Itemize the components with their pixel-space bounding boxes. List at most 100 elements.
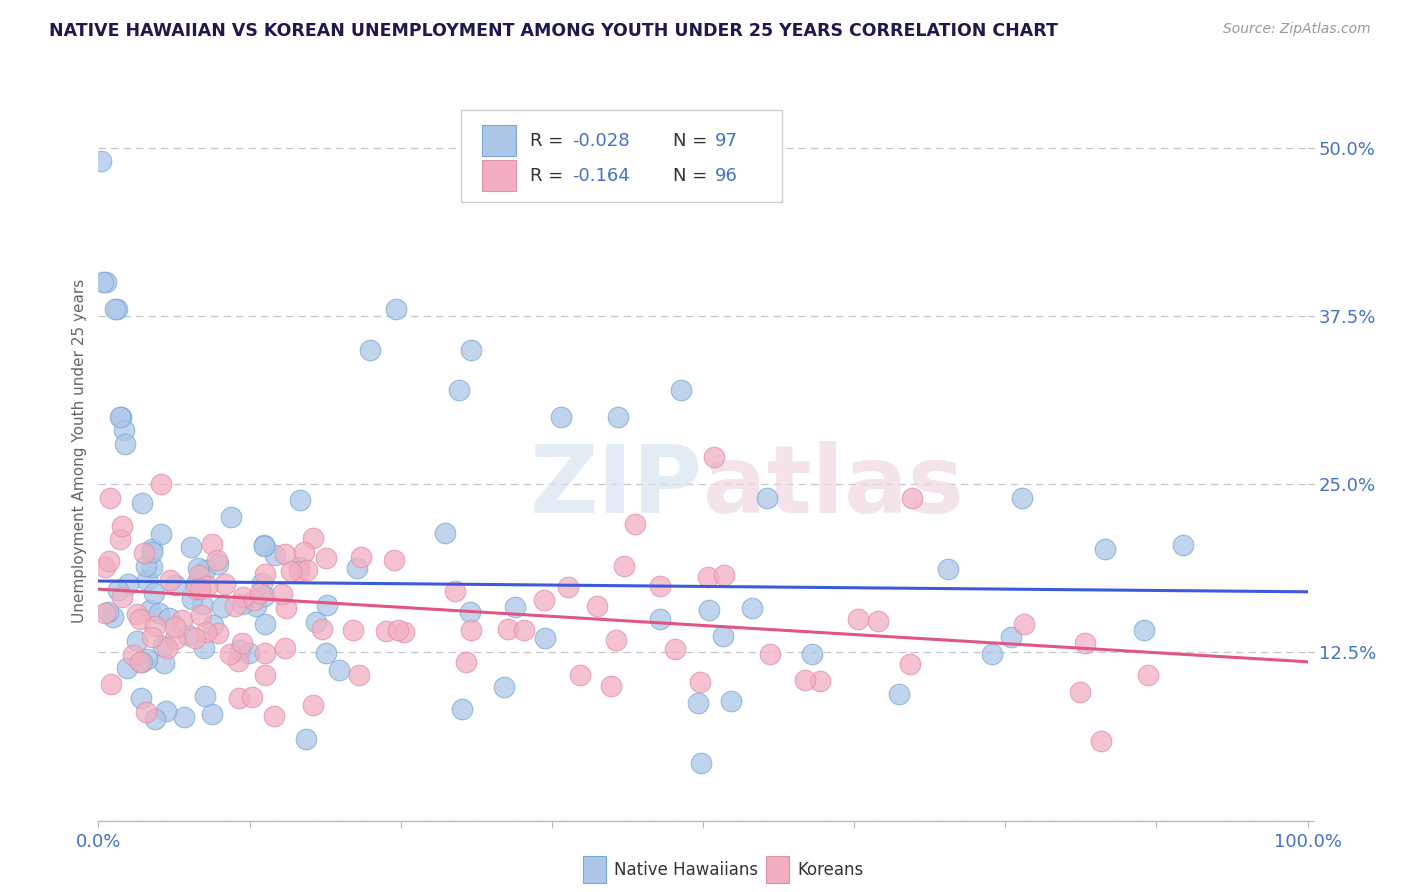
Point bbox=[713, 567, 735, 582]
Point bbox=[513, 624, 536, 638]
Point bbox=[264, 548, 287, 562]
Point bbox=[294, 731, 316, 746]
Point bbox=[605, 632, 627, 647]
Point bbox=[374, 624, 396, 639]
Point bbox=[226, 654, 249, 668]
Point bbox=[159, 573, 181, 587]
Point bbox=[94, 275, 117, 289]
Point bbox=[131, 656, 153, 670]
Point bbox=[214, 577, 236, 591]
Point bbox=[1133, 623, 1156, 637]
Point bbox=[143, 618, 166, 632]
Point bbox=[254, 668, 277, 682]
Point bbox=[90, 154, 112, 169]
Point bbox=[238, 646, 260, 660]
Point bbox=[689, 756, 711, 771]
Text: N =: N = bbox=[673, 132, 713, 150]
Point bbox=[433, 526, 456, 541]
Point bbox=[686, 696, 709, 710]
Point bbox=[218, 647, 240, 661]
Text: R =: R = bbox=[530, 167, 569, 185]
Point bbox=[231, 636, 253, 650]
Point bbox=[231, 597, 253, 611]
Point bbox=[157, 610, 180, 624]
Point bbox=[156, 640, 179, 655]
Point bbox=[105, 302, 128, 317]
Bar bbox=[482, 125, 516, 156]
Point bbox=[253, 538, 276, 552]
Point bbox=[263, 709, 285, 723]
Point bbox=[129, 612, 152, 626]
Point bbox=[186, 561, 208, 575]
Point bbox=[295, 563, 318, 577]
Point bbox=[186, 582, 208, 596]
Point bbox=[224, 599, 246, 613]
Point bbox=[759, 647, 782, 661]
Point bbox=[808, 673, 831, 688]
Point bbox=[305, 615, 328, 630]
Point bbox=[207, 558, 229, 572]
Point bbox=[250, 575, 273, 590]
Point bbox=[720, 693, 742, 707]
Point bbox=[292, 545, 315, 559]
Point bbox=[1074, 636, 1097, 650]
Text: 96: 96 bbox=[716, 167, 738, 185]
Point bbox=[195, 579, 218, 593]
Text: ZIP: ZIP bbox=[530, 442, 703, 533]
Point bbox=[97, 606, 120, 620]
Point bbox=[150, 477, 173, 491]
Point bbox=[228, 691, 250, 706]
Text: 97: 97 bbox=[716, 132, 738, 150]
Point bbox=[177, 628, 200, 642]
Point bbox=[350, 550, 373, 565]
Text: Source: ZipAtlas.com: Source: ZipAtlas.com bbox=[1223, 22, 1371, 37]
Point bbox=[201, 537, 224, 551]
Point bbox=[170, 613, 193, 627]
Text: -0.164: -0.164 bbox=[572, 167, 630, 185]
Point bbox=[107, 582, 129, 597]
Point bbox=[219, 510, 242, 524]
Point bbox=[385, 302, 408, 317]
Point bbox=[253, 589, 276, 603]
Y-axis label: Unemployment Among Youth under 25 years: Unemployment Among Youth under 25 years bbox=[72, 278, 87, 623]
Point bbox=[315, 647, 337, 661]
Point bbox=[315, 551, 337, 566]
Point bbox=[243, 593, 266, 607]
Point bbox=[245, 599, 267, 614]
Point bbox=[254, 567, 277, 582]
Point bbox=[1094, 542, 1116, 557]
Point bbox=[131, 496, 153, 510]
Point bbox=[136, 573, 159, 587]
Point bbox=[697, 603, 720, 617]
Point bbox=[103, 609, 125, 624]
Point bbox=[492, 680, 515, 694]
Point bbox=[794, 673, 817, 687]
Point bbox=[460, 343, 482, 357]
Point bbox=[207, 626, 229, 640]
Point bbox=[97, 554, 120, 568]
Point bbox=[569, 668, 592, 682]
Point bbox=[866, 614, 889, 628]
Point bbox=[121, 648, 143, 663]
Point bbox=[1014, 616, 1036, 631]
Point bbox=[190, 608, 212, 623]
Point bbox=[669, 383, 692, 397]
Text: R =: R = bbox=[530, 132, 569, 150]
Point bbox=[533, 592, 555, 607]
Point bbox=[136, 652, 159, 666]
Point bbox=[460, 623, 482, 637]
Text: atlas: atlas bbox=[703, 442, 965, 533]
Point bbox=[139, 603, 162, 617]
Point bbox=[194, 624, 217, 639]
Point bbox=[550, 409, 572, 424]
Point bbox=[347, 668, 370, 682]
Point bbox=[117, 577, 139, 591]
Point bbox=[302, 698, 325, 712]
Point bbox=[444, 584, 467, 599]
Point bbox=[194, 689, 217, 703]
Point bbox=[114, 436, 136, 450]
Point bbox=[94, 606, 117, 620]
Point bbox=[533, 631, 555, 645]
Point bbox=[104, 302, 127, 317]
Point bbox=[703, 450, 725, 465]
